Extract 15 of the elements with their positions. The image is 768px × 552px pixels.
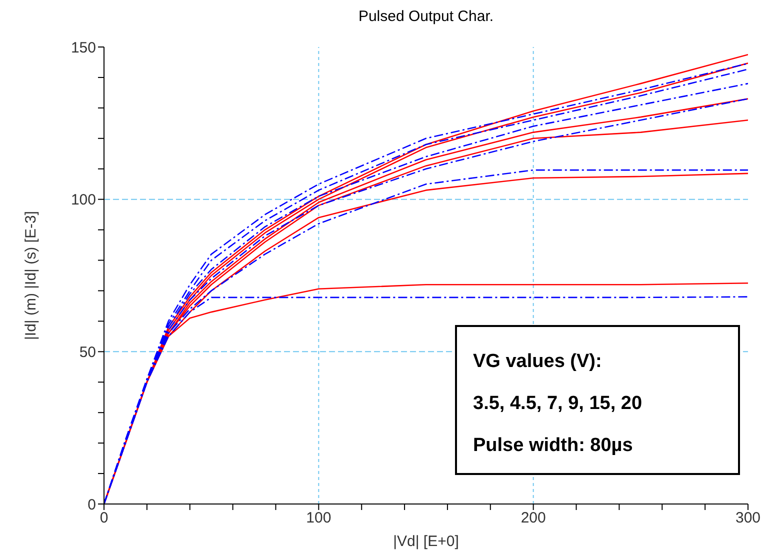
y-tick-label: 150: [70, 39, 96, 56]
y-tick-label: 100: [70, 192, 96, 209]
chart-title: Pulsed Output Char.: [357, 8, 495, 25]
x-axis-title: |Vd| [E+0]: [393, 533, 459, 550]
x-tick-label: 300: [735, 510, 761, 527]
note-box: VG values (V): 3.5, 4.5, 7, 9, 15, 20 Pulse width: 80µs: [455, 325, 740, 475]
x-tick-label: 0: [100, 510, 108, 527]
y-tick-label: 50: [79, 344, 96, 361]
annotation: Pulse width: 80µs: [473, 434, 634, 458]
y-axis-title: |Id| (m) |Id| (s) [E-3]: [22, 211, 40, 340]
annotation: VG values (V):: [473, 350, 603, 374]
x-tick-label: 100: [306, 510, 332, 527]
y-tick-label: 0: [88, 496, 96, 514]
x-tick-label: 200: [520, 510, 546, 527]
annotation: 3.5, 4.5, 7, 9, 15, 20: [473, 392, 644, 416]
